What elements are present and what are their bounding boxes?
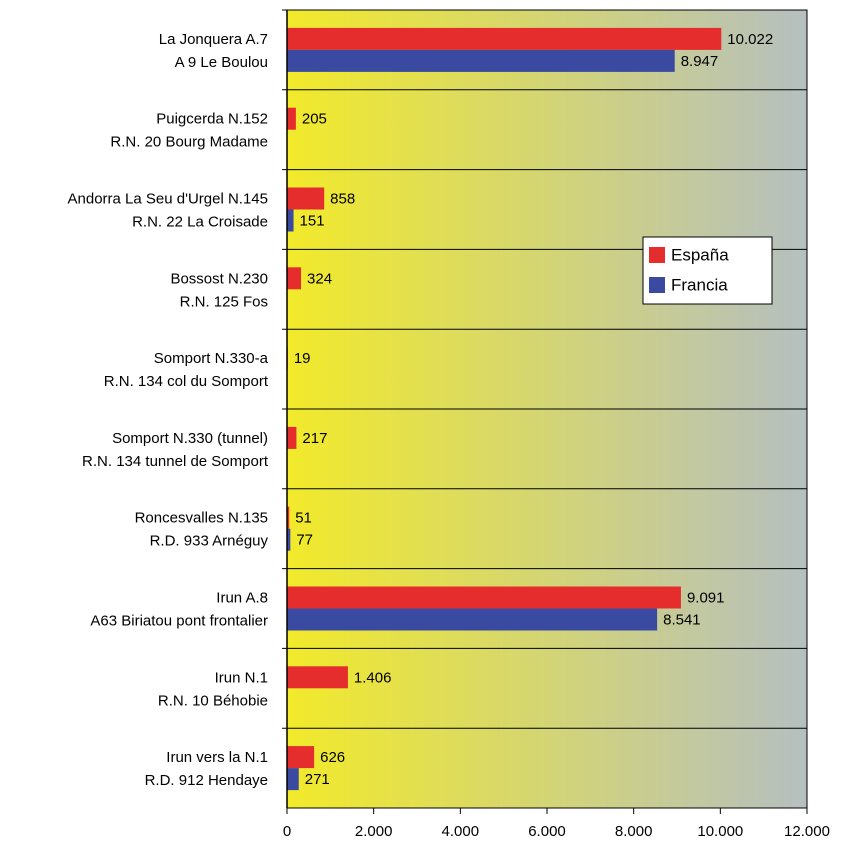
legend-label: España <box>671 245 729 264</box>
bar <box>287 267 302 290</box>
value-label: 51 <box>295 510 312 527</box>
value-label: 151 <box>300 212 325 229</box>
value-label: 205 <box>302 111 327 128</box>
bar <box>287 608 658 631</box>
x-tick-label: 2.000 <box>355 823 393 840</box>
category-label: A63 Biriatou pont frontalier <box>90 612 268 629</box>
value-label: 271 <box>305 771 330 788</box>
value-label: 324 <box>307 270 332 287</box>
value-label: 8.947 <box>681 53 719 70</box>
bar <box>287 666 348 689</box>
bar <box>287 586 681 609</box>
category-label: Irun A.8 <box>216 589 268 606</box>
bar <box>287 49 675 72</box>
value-label: 77 <box>296 532 313 549</box>
category-label: Puigcerda N.152 <box>156 111 268 128</box>
category-label: R.D. 933 Arnéguy <box>150 533 269 550</box>
category-label: R.N. 125 Fos <box>180 293 268 310</box>
category-label: La Jonquera A.7 <box>159 31 268 48</box>
x-tick-label: 8.000 <box>615 823 653 840</box>
bar <box>287 528 291 551</box>
category-label: Bossost N.230 <box>170 270 268 287</box>
bar <box>287 768 299 791</box>
legend-label: Francia <box>671 275 728 294</box>
bar <box>287 426 297 449</box>
category-label: Roncesvalles N.135 <box>135 510 268 527</box>
category-label: R.N. 134 col du Somport <box>104 373 269 390</box>
bar <box>287 27 722 50</box>
category-label: Andorra La Seu d'Urgel N.145 <box>68 190 269 207</box>
x-tick-label: 6.000 <box>528 823 566 840</box>
value-label: 1.406 <box>354 669 392 686</box>
value-label: 8.541 <box>663 611 701 628</box>
category-label: Irun vers la N.1 <box>166 749 268 766</box>
value-label: 626 <box>320 749 345 766</box>
category-label: R.N. 134 tunnel de Somport <box>82 453 269 470</box>
legend-swatch <box>649 247 665 263</box>
bar <box>287 187 325 210</box>
category-label: R.D. 912 Hendaye <box>145 772 268 789</box>
bar <box>287 209 294 232</box>
x-tick-label: 0 <box>283 823 291 840</box>
value-label: 9.091 <box>687 589 725 606</box>
category-label: A 9 Le Boulou <box>175 54 268 71</box>
x-tick-label: 12.000 <box>784 823 830 840</box>
category-label: R.N. 22 La Croisade <box>132 213 268 230</box>
bar <box>287 746 315 769</box>
value-label: 19 <box>294 350 311 367</box>
category-label: R.N. 10 Béhobie <box>158 692 268 709</box>
x-tick-label: 10.000 <box>697 823 743 840</box>
category-label: Irun N.1 <box>215 669 268 686</box>
value-label: 217 <box>302 430 327 447</box>
bar <box>287 107 296 130</box>
x-tick-label: 4.000 <box>442 823 480 840</box>
bar <box>287 506 290 529</box>
value-label: 858 <box>330 190 355 207</box>
value-label: 10.022 <box>727 31 773 48</box>
legend-swatch <box>649 277 665 293</box>
category-label: Somport N.330 (tunnel) <box>112 430 268 447</box>
category-label: Somport N.330-a <box>154 350 269 367</box>
category-label: R.N. 20 Bourg Madame <box>110 134 268 151</box>
